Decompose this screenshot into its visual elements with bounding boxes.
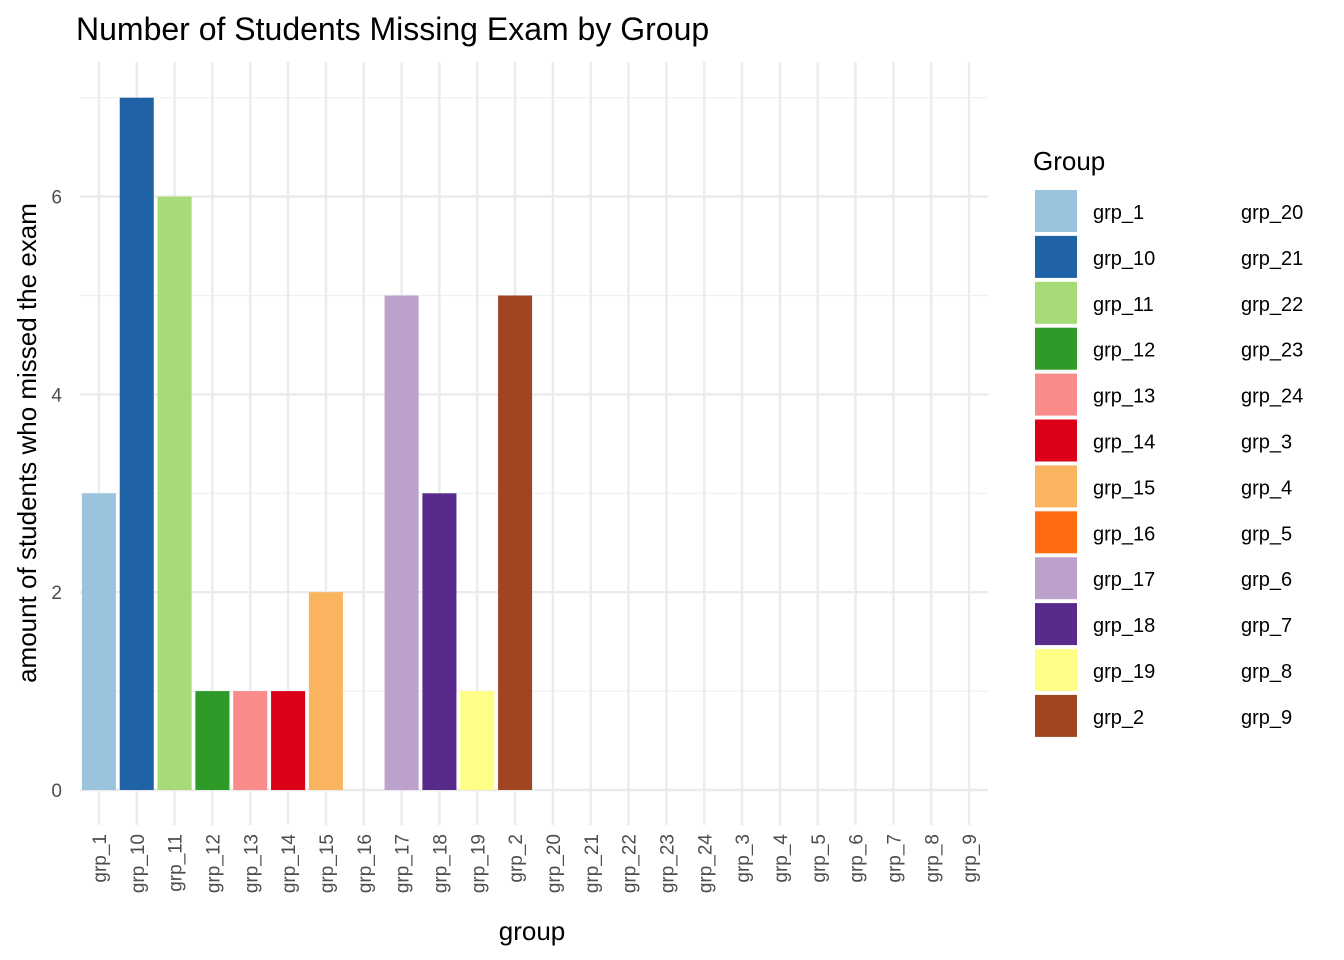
x-tick-label: grp_16 xyxy=(355,834,376,893)
bar-grp-10 xyxy=(119,97,154,790)
legend-label: grp_22 xyxy=(1241,294,1303,316)
bar-grp-12 xyxy=(195,691,230,790)
x-tick-label: grp_1 xyxy=(90,834,111,883)
x-tick-label: grp_14 xyxy=(279,834,300,894)
legend-key-grp-16 xyxy=(1035,511,1077,554)
legend-key-grp-1 xyxy=(1035,190,1077,232)
legend-label: grp_4 xyxy=(1241,477,1292,499)
x-tick-label: grp_6 xyxy=(847,834,868,883)
y-tick-label: 6 xyxy=(51,188,62,209)
bar-grp-1 xyxy=(81,493,116,790)
legend-label: grp_23 xyxy=(1241,340,1303,362)
legend-key-grp-12 xyxy=(1035,327,1077,370)
bar-grp-13 xyxy=(233,691,268,790)
legend: Group grp_1 grp_10 grp_11 grp_12 grp_13 grp_1… xyxy=(1033,146,1303,737)
legend-label: grp_8 xyxy=(1241,661,1292,683)
legend-key-grp-2 xyxy=(1035,694,1077,737)
y-axis-title: amount of students who missed the exam xyxy=(12,203,42,683)
legend-label: grp_20 xyxy=(1241,202,1303,224)
legend-label: grp_18 xyxy=(1093,615,1155,637)
y-tick-label: 4 xyxy=(51,385,62,406)
x-tick-label: grp_10 xyxy=(128,834,149,893)
x-tick-label: grp_19 xyxy=(468,834,489,893)
x-tick-label: grp_2 xyxy=(506,834,527,883)
x-tick-label: grp_23 xyxy=(657,834,678,893)
legend-label: grp_17 xyxy=(1093,569,1155,591)
bar-grp-18 xyxy=(422,493,457,790)
x-tick-label: grp_17 xyxy=(393,834,414,893)
x-tick-label: grp_7 xyxy=(884,834,905,883)
bars xyxy=(81,97,533,791)
x-tick-label: grp_22 xyxy=(620,834,641,893)
x-tick-label: grp_5 xyxy=(809,834,830,883)
x-tick-label: grp_4 xyxy=(771,834,792,883)
legend-key-grp-10 xyxy=(1035,235,1077,278)
legend-label: grp_16 xyxy=(1093,523,1155,545)
legend-label: grp_21 xyxy=(1241,248,1303,270)
legend-label: grp_24 xyxy=(1241,386,1303,408)
legend-label: grp_11 xyxy=(1093,294,1154,316)
legend-key-grp-17 xyxy=(1035,557,1077,600)
bar-grp-2 xyxy=(498,295,533,790)
x-tick-label: grp_20 xyxy=(544,834,565,893)
legend-key-grp-15 xyxy=(1035,465,1077,508)
legend-label: grp_7 xyxy=(1241,615,1292,637)
x-tick-label: grp_18 xyxy=(430,834,451,893)
legend-label: grp_14 xyxy=(1093,432,1155,454)
x-tick-label: grp_9 xyxy=(960,834,981,883)
legend-label: grp_12 xyxy=(1093,340,1155,362)
x-tick-label: grp_12 xyxy=(203,834,224,893)
legend-key-grp-13 xyxy=(1035,373,1077,416)
x-tick-label: grp_21 xyxy=(582,834,603,893)
x-tick-label: grp_3 xyxy=(733,834,754,883)
legend-label: grp_19 xyxy=(1093,661,1155,683)
legend-label: grp_10 xyxy=(1093,248,1155,270)
legend-key-grp-11 xyxy=(1035,281,1077,324)
bar-grp-17 xyxy=(384,295,419,790)
x-tick-label: grp_13 xyxy=(241,834,262,893)
legend-key-grp-19 xyxy=(1035,649,1077,691)
bar-grp-14 xyxy=(271,691,306,790)
x-axis-ticks: grp_1 grp_10 grp_11 grp_12 grp_13 grp_14 grp_1… xyxy=(90,834,981,894)
chart-title: Number of Students Missing Exam by Group xyxy=(76,11,709,47)
legend-label: grp_3 xyxy=(1241,432,1292,454)
y-tick-label: 0 xyxy=(51,781,62,802)
x-tick-label: grp_8 xyxy=(922,834,943,883)
legend-label: grp_9 xyxy=(1241,707,1292,729)
bar-grp-15 xyxy=(308,592,343,790)
legend-key-grp-14 xyxy=(1035,419,1077,462)
legend-label: grp_1 xyxy=(1093,202,1144,224)
legend-label: grp_2 xyxy=(1093,707,1144,729)
legend-key-grp-18 xyxy=(1035,603,1077,646)
y-axis-ticks: 0 2 4 6 xyxy=(51,188,62,802)
legend-label: grp_15 xyxy=(1093,477,1155,499)
x-tick-label: grp_24 xyxy=(695,834,716,894)
x-axis-title: group xyxy=(499,916,566,946)
x-tick-label: grp_15 xyxy=(317,834,338,893)
legend-label: grp_13 xyxy=(1093,386,1155,408)
y-tick-label: 2 xyxy=(51,583,62,604)
legend-label: grp_5 xyxy=(1241,523,1292,545)
x-tick-label: grp_11 xyxy=(166,834,187,892)
legend-title: Group xyxy=(1033,146,1105,176)
legend-label: grp_6 xyxy=(1241,569,1292,591)
bar-grp-19 xyxy=(460,691,495,790)
bar-grp-11 xyxy=(157,196,192,791)
